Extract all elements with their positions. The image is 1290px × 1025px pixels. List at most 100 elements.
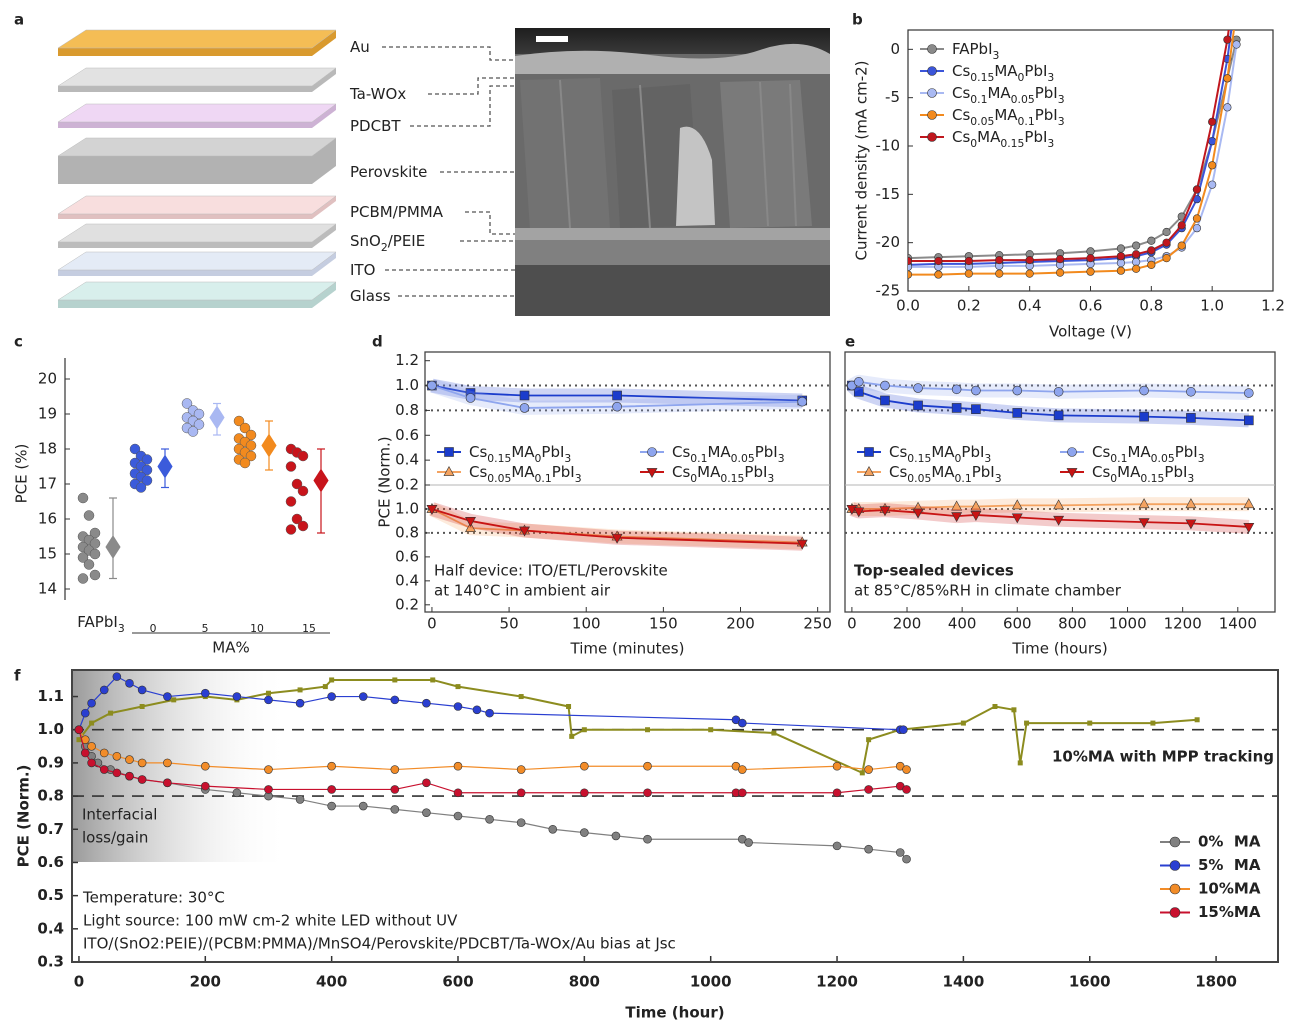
data-point: [285, 524, 297, 535]
marker: [200, 761, 210, 771]
legend-label: Cs0.15MA0PbI3: [889, 443, 991, 465]
marker: [443, 465, 455, 476]
y-tick-label: 0.7: [37, 820, 64, 838]
marker: [566, 704, 572, 709]
marker: [971, 404, 981, 414]
text-run: MA: [707, 443, 731, 461]
text-run: Cs: [469, 463, 487, 481]
y-tick-label: 0.5: [37, 886, 64, 904]
text-run: Cs: [889, 463, 907, 481]
text-run: MA: [987, 84, 1011, 102]
subscript: 0.1: [955, 472, 972, 485]
marker: [1067, 447, 1077, 457]
data-point: [297, 485, 309, 497]
marker: [358, 801, 368, 811]
y-tick-label: 0.2: [395, 476, 419, 494]
marker: [1116, 266, 1126, 275]
marker: [1087, 720, 1093, 726]
text-run: Cs: [952, 128, 970, 146]
legend-label: Cs0.1MA0.05PbI3: [1092, 443, 1205, 465]
marker: [853, 377, 864, 387]
marker: [465, 522, 476, 533]
marker: [864, 765, 873, 774]
data-point: [193, 419, 205, 430]
marker: [647, 447, 657, 457]
marker: [832, 841, 842, 851]
marker: [426, 505, 438, 515]
marker: [1011, 707, 1017, 713]
text-run: FAPbI: [77, 613, 118, 631]
marker: [76, 737, 82, 743]
plot-frame: [424, 351, 831, 613]
text-run: MA: [931, 463, 955, 481]
marker: [1162, 238, 1171, 247]
text-run: Cs: [889, 443, 907, 461]
marker: [137, 775, 147, 784]
subscript: 3: [767, 472, 774, 485]
legend-label: Cs0.05MA0.1PbI3: [952, 106, 1065, 128]
marker: [737, 765, 747, 774]
subscript: 0.15: [970, 71, 994, 84]
marker: [1138, 498, 1150, 509]
marker: [866, 737, 872, 743]
subscript: 0.15: [1000, 137, 1024, 150]
x-tick-label: 800: [569, 973, 600, 991]
data-point: [83, 510, 95, 521]
marker: [516, 765, 526, 774]
legend-marker: [1169, 860, 1181, 871]
data-point: [77, 492, 89, 504]
marker: [1243, 523, 1255, 533]
annotation: Half device: ITO/ETL/Perovskite: [434, 562, 668, 580]
x-tick-label: 0: [74, 973, 84, 991]
marker: [74, 725, 84, 735]
annotation: at 85°C/85%RH in climate chamber: [854, 582, 1122, 600]
marker: [1012, 385, 1023, 396]
marker: [645, 727, 651, 733]
marker: [1223, 74, 1232, 83]
marker: [1116, 258, 1126, 268]
marker: [951, 403, 962, 413]
data-point: [239, 422, 251, 434]
marker: [1223, 35, 1232, 44]
x-tick-label: 400: [948, 615, 977, 633]
plot-area: [74, 672, 1200, 864]
marker: [80, 748, 90, 758]
legend-marker: [927, 44, 937, 54]
x-axis-label: Time (minutes): [570, 640, 685, 658]
marker: [859, 770, 865, 776]
data-point: [245, 429, 257, 441]
panel-label: a: [14, 11, 24, 29]
marker: [1053, 515, 1065, 526]
subscript: 3: [993, 49, 1000, 62]
legend-marker: [927, 66, 937, 76]
x-tick-label: 200: [893, 615, 922, 633]
data-point: [285, 461, 297, 472]
marker: [1192, 185, 1202, 194]
marker: [390, 805, 400, 814]
marker: [453, 788, 463, 798]
marker: [1055, 268, 1065, 277]
y-tick-label: 15: [38, 545, 57, 563]
x-tick-label: 150: [649, 615, 678, 633]
marker: [995, 255, 1004, 265]
layer-side: [58, 30, 336, 56]
marker: [964, 269, 973, 278]
marker: [1186, 413, 1196, 423]
subscript: 0: [690, 472, 697, 485]
marker: [1150, 720, 1156, 726]
marker: [264, 785, 273, 794]
data-point: [239, 457, 251, 469]
marker: [863, 465, 875, 476]
series-line: [908, 30, 1230, 263]
subscript: 0: [1110, 472, 1117, 485]
marker: [864, 785, 873, 794]
subscript: 0.05: [487, 472, 511, 485]
marker: [1012, 408, 1023, 418]
legend-label: Cs0.1MA0.05PbI3: [952, 84, 1065, 106]
plot-frame: [71, 669, 1279, 963]
marker: [171, 697, 177, 703]
marker: [163, 758, 172, 768]
marker: [1139, 411, 1149, 422]
